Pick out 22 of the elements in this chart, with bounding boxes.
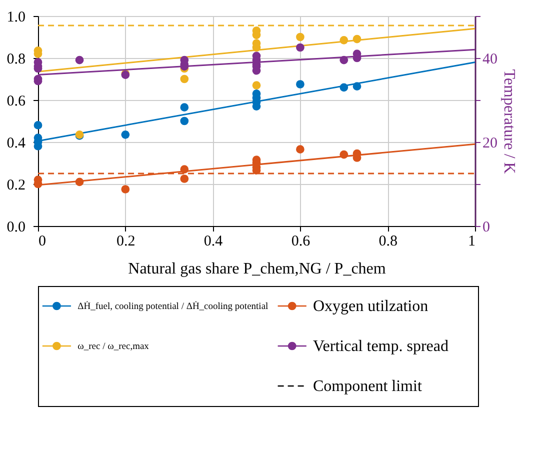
x-tick-label: 0: [38, 234, 46, 250]
x-tick-label: 0.8: [378, 234, 398, 250]
legend-label: ω_rec / ω_rec,max: [78, 342, 150, 352]
y-tick-label: 0.6: [6, 94, 26, 110]
y2-axis-title: Temperature / K: [500, 69, 518, 174]
x-tick-label: 0.4: [204, 234, 224, 250]
y2-tick-label: 0: [482, 220, 490, 236]
x-tick-label: 0.6: [291, 234, 311, 250]
legend-label: Vertical temp. spread: [313, 338, 448, 355]
y-tick-label: 0.4: [6, 136, 26, 152]
y-tick-label: 0.8: [6, 52, 26, 68]
y-tick-label: 0.0: [6, 220, 26, 236]
legend-label: Oxygen utilzation: [313, 298, 428, 315]
y-tick-label: 1.0: [6, 10, 26, 26]
x-axis-title: Natural gas share P_chem,NG / P_chem: [128, 260, 386, 278]
x-tick-label: 0.2: [116, 234, 136, 250]
y2-tick-label: 20: [482, 136, 498, 152]
x-tick-label: 1: [468, 234, 476, 250]
y2-tick-label: 40: [482, 52, 498, 68]
legend-label: ΔḢ_fuel, cooling potential / ΔḢ_cooling potential: [78, 301, 269, 312]
y-tick-label: 0.2: [6, 178, 26, 194]
text: Component limit: [313, 378, 422, 395]
